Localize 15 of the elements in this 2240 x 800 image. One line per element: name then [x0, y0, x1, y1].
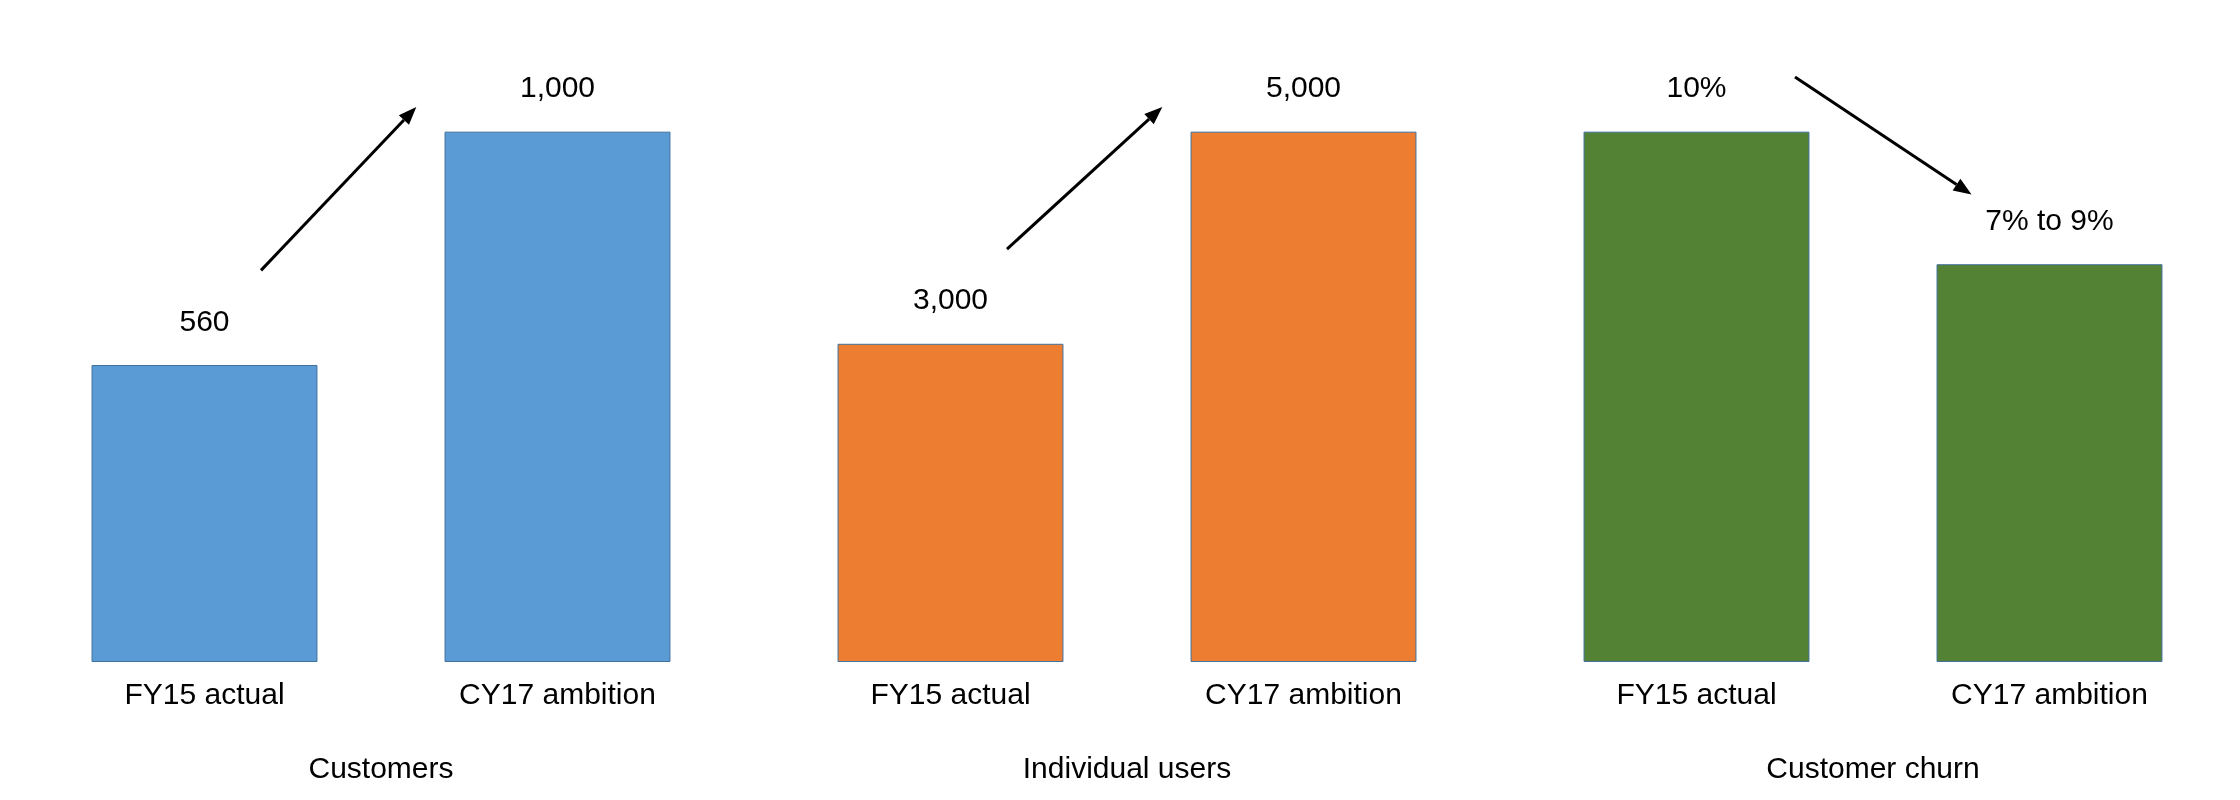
- x-axis-title: Individual users: [1022, 750, 1232, 784]
- data-label: 10%: [1666, 70, 1727, 104]
- x-axis-title: Customer churn: [1766, 750, 1980, 784]
- x-tick-label: CY17 ambition: [1951, 676, 2148, 710]
- data-label: 1,000: [519, 70, 596, 104]
- data-label: 3,000: [912, 282, 989, 316]
- x-tick-label: FY15 actual: [870, 676, 1031, 710]
- x-tick-label: FY15 actual: [1616, 676, 1777, 710]
- data-label: 560: [179, 303, 230, 337]
- x-axis-title: Customers: [308, 750, 454, 784]
- x-tick-label: CY17 ambition: [1205, 676, 1402, 710]
- data-label: 5,000: [1265, 70, 1342, 104]
- data-label: 7% to 9%: [1985, 202, 2114, 236]
- x-tick-label: CY17 ambition: [459, 676, 656, 710]
- x-tick-label: FY15 actual: [124, 676, 285, 710]
